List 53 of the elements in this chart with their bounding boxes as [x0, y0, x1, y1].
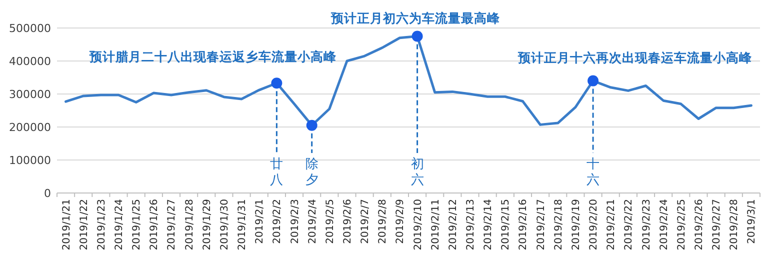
x-tick-label: 2019/1/23: [96, 199, 108, 250]
x-tick-label: 2019/1/30: [219, 199, 230, 250]
annotation: 预计正月初六为车流量最高峰: [330, 10, 501, 26]
x-tick-label: 2019/3/1: [746, 199, 758, 244]
x-tick-label: 2019/1/22: [78, 199, 90, 250]
x-tick-label: 2019/2/5: [324, 199, 336, 244]
x-tick-label: 2019/2/17: [536, 199, 547, 250]
x-tick-label: 2019/2/7: [360, 199, 372, 244]
y-tick-label: 0: [44, 186, 51, 200]
ref-line-label: 廿八: [270, 157, 284, 188]
x-tick-label: 2019/1/25: [132, 199, 143, 250]
x-tick-label: 2019/2/27: [712, 199, 723, 250]
x-tick-label: 2019/2/22: [624, 199, 635, 250]
annotation: 预计腊月二十八出现春运返乡车流量小高峰: [88, 49, 338, 64]
x-tick-label: 2019/2/15: [500, 199, 512, 250]
x-tick-label: 2019/2/11: [430, 199, 442, 250]
y-tick-label: 100000: [9, 154, 51, 167]
x-tick-label: 2019/2/2: [272, 199, 284, 244]
x-tick-label: 2019/2/12: [448, 199, 459, 250]
ref-line-label: 初六: [410, 157, 424, 188]
x-tick-label: 2019/2/3: [290, 199, 301, 244]
x-tick-label: 2019/2/23: [641, 199, 652, 250]
x-tick-label: 2019/2/19: [570, 199, 582, 250]
ref-line-label: 除夕: [305, 157, 318, 188]
ref-line-label: 十六: [586, 157, 600, 188]
x-tick-label: 2019/2/14: [483, 199, 494, 250]
x-tick-label: 2019/1/31: [237, 199, 248, 250]
x-tick-label: 2019/2/28: [729, 199, 740, 250]
x-tick-label: 2019/2/18: [553, 199, 564, 250]
x-tick-label: 2019/2/10: [412, 199, 424, 250]
y-tick-label: 400000: [9, 54, 51, 68]
x-tick-label: 2019/1/21: [61, 199, 72, 250]
x-tick-label: 2019/2/6: [342, 199, 354, 244]
x-tick-label: 2019/1/24: [114, 199, 126, 250]
x-tick-label: 2019/2/13: [466, 199, 477, 250]
y-tick-label: 300000: [9, 88, 51, 101]
x-tick-label: 2019/2/4: [307, 199, 318, 244]
x-tick-label: 2019/1/27: [166, 199, 178, 250]
x-tick-label: 2019/2/8: [378, 199, 389, 244]
x-tick-label: 2019/2/26: [694, 199, 705, 250]
y-tick-label: 200000: [9, 120, 51, 134]
x-tick-label: 2019/2/21: [606, 199, 618, 250]
x-tick-label: 2019/2/16: [518, 199, 530, 250]
x-tick-label: 2019/2/1: [254, 199, 266, 244]
x-tick-label: 2019/2/25: [676, 199, 688, 250]
y-tick-label: 500000: [9, 22, 51, 35]
x-tick-label: 2019/1/26: [149, 199, 160, 250]
x-tick-label: 2019/2/9: [395, 199, 406, 244]
x-tick-label: 2019/1/29: [202, 199, 213, 250]
annotation: 预计正月十六再次出现春运车流量小高峰: [517, 50, 754, 65]
x-tick-label: 2019/2/24: [658, 199, 670, 250]
x-tick-label: 2019/1/28: [184, 199, 196, 250]
x-tick-label: 2019/2/20: [588, 199, 600, 250]
